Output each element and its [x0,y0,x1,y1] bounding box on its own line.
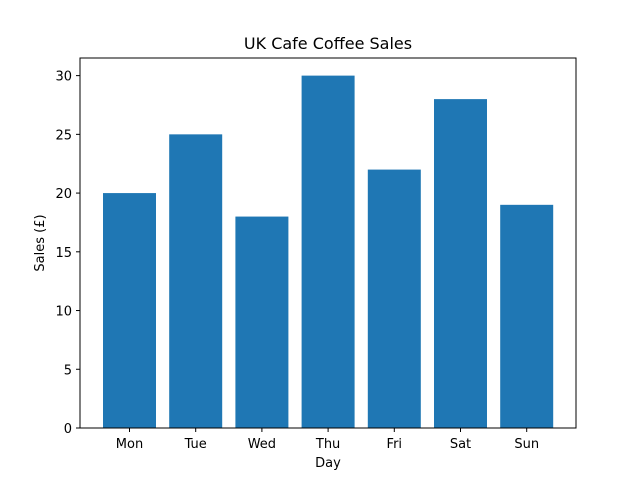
x-axis-label: Day [315,456,341,471]
y-axis-ticks: 0 5 10 15 20 25 30 [55,70,80,437]
y-tick-label: 20 [55,187,72,202]
bar-sat [434,99,487,428]
bar-wed [235,216,289,428]
x-tick-label: Fri [387,437,403,452]
x-tick-label: Mon [116,437,143,452]
y-tick-label: 10 [55,305,72,320]
chart-title: UK Cafe Coffee Sales [244,34,412,53]
bar-mon [103,193,156,428]
bar-tue [169,134,223,428]
bar-sun [500,204,554,428]
bar-thu [301,75,355,428]
x-axis-ticks: Mon Tue Wed Thu Fri Sat Sun [116,428,539,452]
x-tick-label: Wed [248,437,276,452]
y-tick-label: 25 [55,128,72,143]
y-tick-label: 5 [64,363,72,378]
y-axis-label: Sales (£) [33,214,48,271]
x-tick-label: Tue [184,437,207,452]
y-tick-label: 15 [55,246,72,261]
plot-area-frame [79,57,577,429]
x-tick-label: Sun [514,437,539,452]
y-tick-label: 0 [64,422,72,437]
bar-fri [367,169,421,429]
bars-group [103,75,554,429]
x-tick-label: Sat [450,437,471,452]
x-tick-label: Thu [315,437,340,452]
y-tick-label: 30 [55,70,72,85]
